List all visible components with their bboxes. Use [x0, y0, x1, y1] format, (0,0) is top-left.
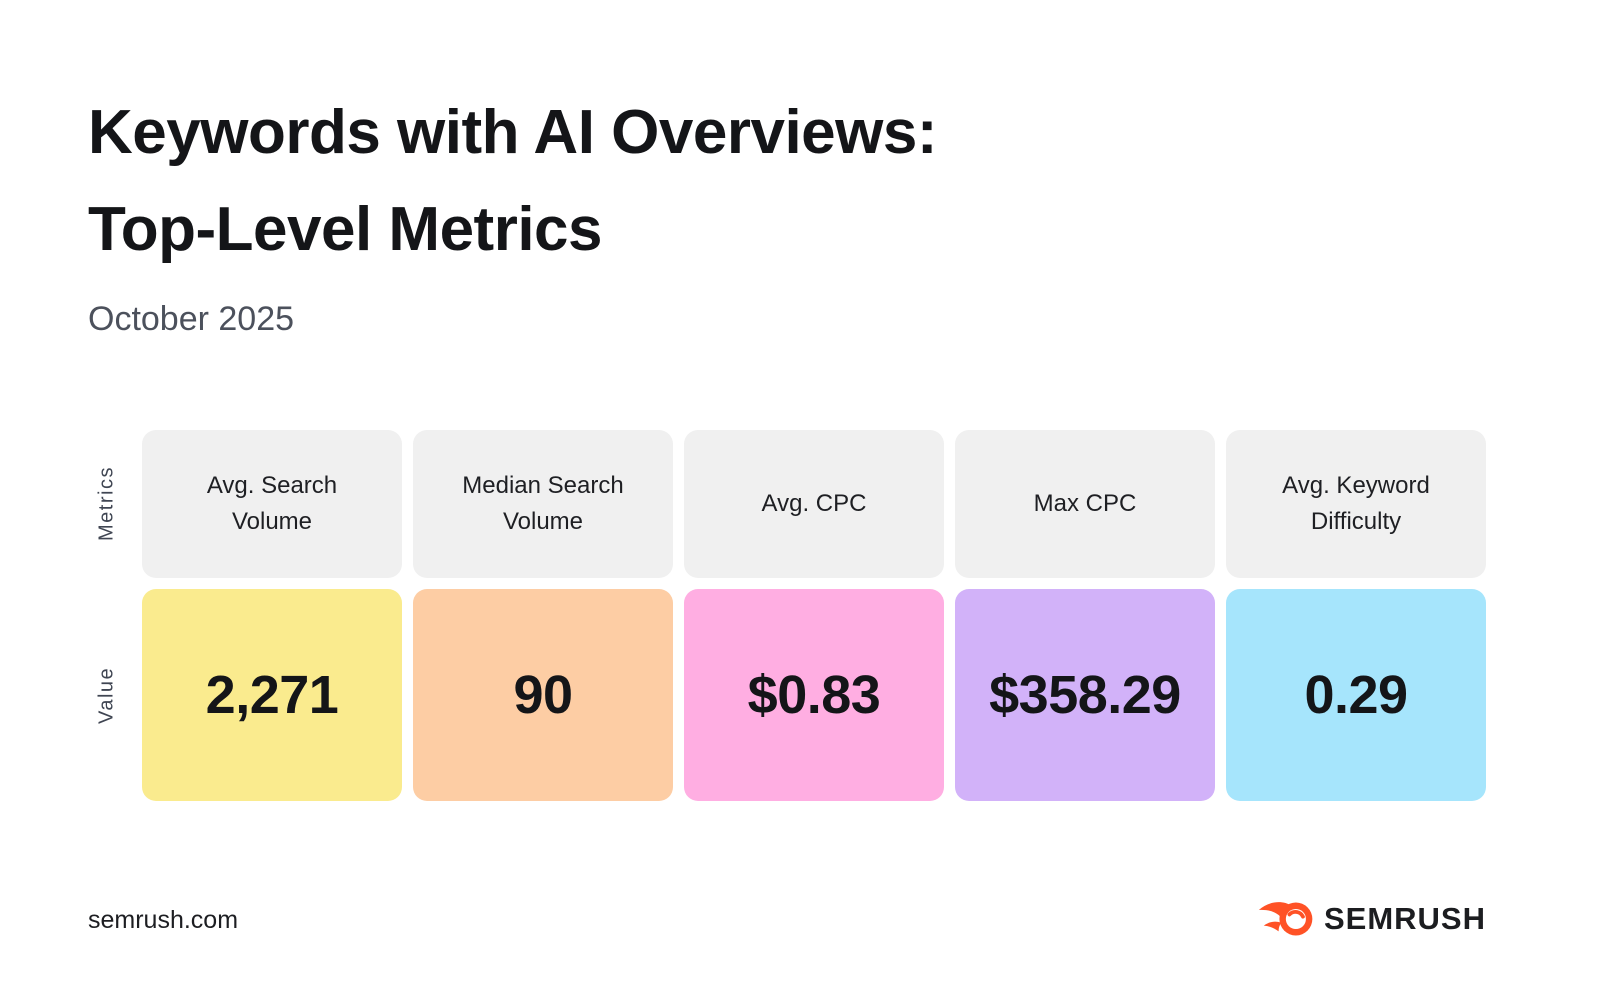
row-label-value: Value — [95, 666, 118, 724]
metric-value-max-cpc: $358.29 — [955, 589, 1215, 801]
metric-header-max-cpc: Max CPC — [955, 430, 1215, 578]
source-url: semrush.com — [88, 906, 239, 934]
metric-value-avg-cpc: $0.83 — [684, 589, 944, 801]
page-title-line2: Top-Level Metrics — [88, 195, 603, 264]
page-title: Keywords with AI Overviews: Top-Level Me… — [88, 84, 938, 278]
semrush-wordmark: SEMRUSH — [1323, 901, 1486, 936]
row-label-metrics: Metrics — [95, 466, 118, 542]
semrush-logo: SEMRUSH — [1258, 898, 1486, 940]
semrush-fireball-icon — [1258, 902, 1313, 936]
metric-value-median-search-volume: 90 — [413, 589, 673, 801]
metric-header-median-search-volume: Median Search Volume — [413, 430, 673, 578]
metric-header-avg-search-volume: Avg. Search Volume — [142, 430, 402, 578]
page-subtitle: October 2025 — [88, 300, 295, 338]
metric-header-avg-cpc: Avg. CPC — [684, 430, 944, 578]
metrics-table: Metrics Avg. Search Volume Median Search… — [83, 430, 1486, 801]
metric-header-avg-keyword-difficulty: Avg. Keyword Difficulty — [1226, 430, 1486, 578]
page-title-line1: Keywords with AI Overviews: — [88, 98, 938, 167]
metric-value-avg-keyword-difficulty: 0.29 — [1226, 589, 1486, 801]
metric-value-avg-search-volume: 2,271 — [142, 589, 402, 801]
